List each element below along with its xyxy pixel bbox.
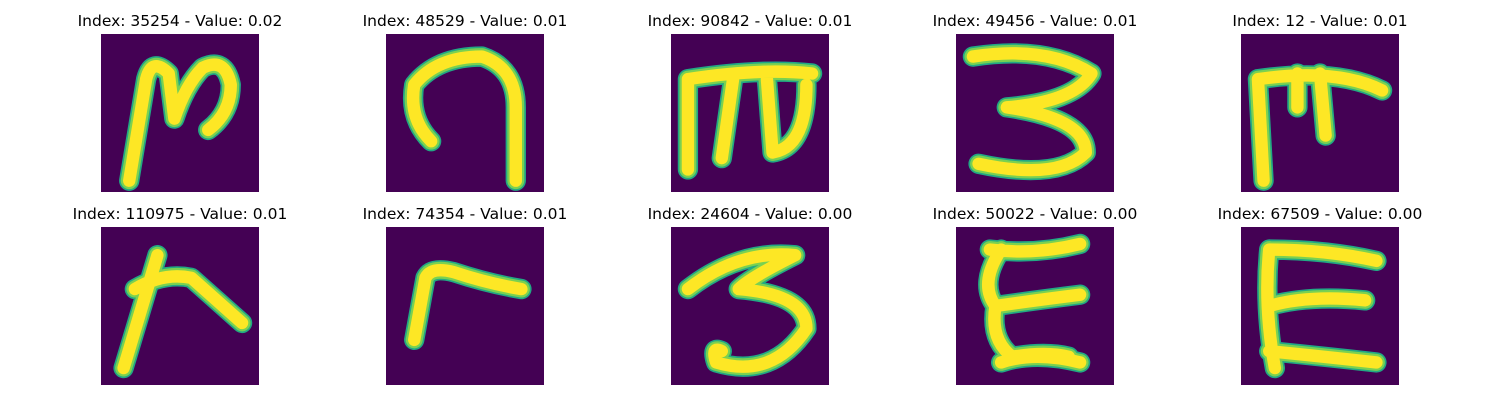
handwritten-k-like-character-image (101, 227, 259, 385)
panel-title: Index: 74354 - Value: 0.01 (362, 205, 568, 223)
stroke-core (408, 264, 528, 347)
panel-title: Index: 49456 - Value: 0.01 (932, 12, 1138, 30)
handwritten-n-like-character-image (101, 34, 259, 192)
handwritten-xi-like-character-image (956, 227, 1114, 385)
image-background (386, 227, 544, 385)
stroke-core (966, 47, 1098, 177)
image-panel: Index: 90842 - Value: 0.01 (630, 12, 870, 202)
image-panel: Index: 35254 - Value: 0.02 (60, 12, 300, 202)
stroke-core (1261, 243, 1383, 375)
image-panel: Index: 110975 - Value: 0.01 (60, 205, 300, 395)
stroke-core (982, 237, 1087, 369)
handwritten-m-character-image (671, 34, 829, 192)
image-panel: Index: 67509 - Value: 0.00 (1200, 205, 1440, 395)
stroke-core (681, 65, 819, 176)
handwritten-3-character-image (956, 34, 1114, 192)
panel-title: Index: 35254 - Value: 0.02 (77, 12, 283, 30)
image-panel: Index: 50022 - Value: 0.00 (915, 205, 1155, 395)
image-panel: Index: 12 - Value: 0.01 (1200, 12, 1440, 202)
image-panel: Index: 74354 - Value: 0.01 (345, 205, 585, 395)
handwritten-e-character-image (1241, 227, 1399, 385)
stroke-core (406, 50, 522, 187)
stroke-core (117, 249, 249, 375)
image-panel: Index: 48529 - Value: 0.01 (345, 12, 585, 202)
handwritten-3-character-image (671, 227, 829, 385)
panel-title: Index: 110975 - Value: 0.01 (72, 205, 288, 223)
panel-title: Index: 67509 - Value: 0.00 (1217, 205, 1423, 223)
image-panel: Index: 49456 - Value: 0.01 (915, 12, 1155, 202)
panel-title: Index: 90842 - Value: 0.01 (647, 12, 853, 30)
handwritten-inverted-u-character-image (386, 34, 544, 192)
panel-title: Index: 48529 - Value: 0.01 (362, 12, 568, 30)
stroke-core (681, 248, 813, 373)
handwritten-m-variant-character-image (1241, 34, 1399, 192)
panel-title: Index: 50022 - Value: 0.00 (932, 205, 1138, 223)
stroke-core (123, 58, 237, 187)
panel-title: Index: 24604 - Value: 0.00 (647, 205, 853, 223)
image-panel: Index: 24604 - Value: 0.00 (630, 205, 870, 395)
stroke-core (1251, 67, 1389, 187)
panel-title: Index: 12 - Value: 0.01 (1232, 12, 1408, 30)
handwritten-r-character-image (386, 227, 544, 385)
